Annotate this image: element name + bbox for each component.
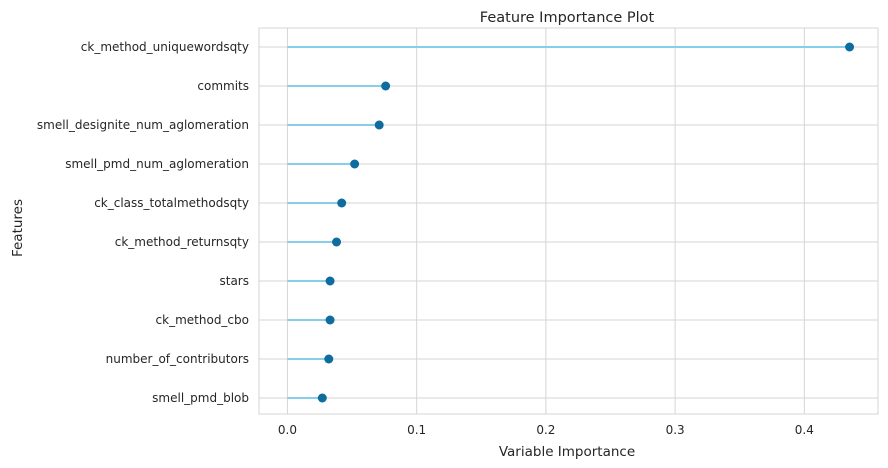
x-tick-label: 0.1 [407, 423, 426, 437]
y-axis-label: Features [10, 199, 26, 257]
lollipop-point [317, 393, 327, 403]
lollipop-point [324, 354, 334, 364]
category-label: commits [197, 79, 249, 93]
x-tick-label: 0.0 [278, 423, 297, 437]
lollipop-point [374, 120, 384, 130]
category-label: number_of_contributors [106, 352, 249, 366]
category-label: smell_designite_num_aglomeration [37, 118, 249, 132]
x-tick-label: 0.3 [666, 423, 685, 437]
marks-layer [287, 42, 855, 403]
lollipop-point [325, 276, 335, 286]
lollipop-point [381, 81, 391, 91]
x-tick-label: 0.2 [536, 423, 555, 437]
category-label: ck_method_cbo [156, 313, 249, 327]
category-label: stars [220, 274, 250, 288]
category-label: smell_pmd_num_aglomeration [65, 157, 249, 171]
lollipop-point [350, 159, 360, 169]
lollipop-point [337, 198, 347, 208]
x-axis-label: Variable Importance [499, 444, 635, 460]
category-label: smell_pmd_blob [152, 391, 249, 405]
lollipop-point [845, 42, 855, 52]
labels-layer: 0.0 0.1 0.2 0.3 0.4 ck_method_uniquewordsqtyc… [37, 40, 814, 437]
category-label: ck_class_totalmethodsqty [94, 196, 249, 210]
chart-title: Feature Importance Plot [480, 10, 655, 26]
category-label: ck_method_returnsqty [115, 235, 249, 249]
lollipop-point [332, 237, 342, 247]
lollipop-point [325, 315, 335, 325]
plot-frame [258, 27, 879, 415]
category-label: ck_method_uniquewordsqty [81, 40, 249, 54]
x-tick-label: 0.4 [795, 423, 814, 437]
